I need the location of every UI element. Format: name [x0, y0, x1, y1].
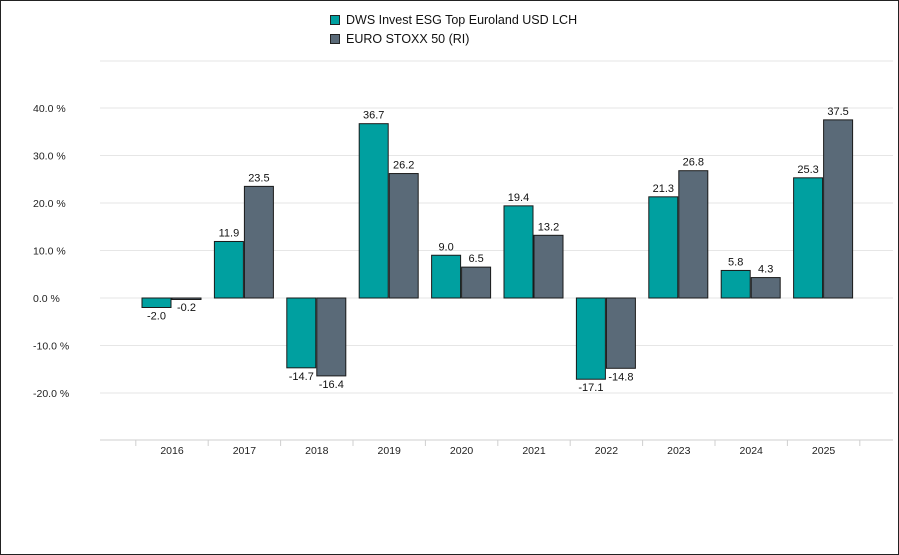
legend-item-fund[interactable]: DWS Invest ESG Top Euroland USD LCH — [330, 10, 577, 29]
legend-swatch-fund — [330, 14, 340, 25]
legend-label-fund: DWS Invest ESG Top Euroland USD LCH — [346, 12, 578, 27]
data-label: 21.3 — [653, 183, 674, 195]
legend: DWS Invest ESG Top Euroland USD LCH EURO… — [330, 10, 577, 48]
legend-item-benchmark[interactable]: EURO STOXX 50 (RI) — [330, 29, 577, 48]
y-tick-label: 20.0 % — [33, 198, 66, 210]
y-tick-label: -20.0 % — [33, 388, 69, 400]
bar-benchmark — [171, 297, 202, 300]
x-tick-label: 2016 — [160, 445, 184, 457]
data-label: 23.5 — [248, 172, 269, 184]
bar-fund — [503, 205, 534, 299]
bar-benchmark — [823, 119, 854, 299]
data-label: 11.9 — [219, 227, 240, 239]
bar-benchmark — [461, 266, 492, 299]
bar-fund — [648, 196, 679, 299]
data-label: -14.7 — [289, 371, 314, 383]
data-label: 26.8 — [683, 157, 704, 169]
bar-fund — [431, 254, 462, 299]
legend-label-benchmark: EURO STOXX 50 (RI) — [346, 31, 470, 46]
y-tick-label: 30.0 % — [33, 151, 66, 163]
bar-benchmark — [316, 297, 347, 377]
data-label: -0.2 — [177, 302, 196, 314]
bar-benchmark — [533, 234, 564, 299]
data-label: -17.1 — [578, 382, 603, 394]
bar-benchmark — [678, 170, 709, 299]
y-tick-label: -10.0 % — [33, 341, 69, 353]
x-tick-label: 2019 — [378, 445, 402, 457]
data-label: 5.8 — [728, 256, 743, 268]
data-label: -2.0 — [147, 311, 166, 323]
bar-fund — [720, 269, 751, 299]
bar-fund — [141, 297, 172, 308]
y-tick-label: 0.0 % — [33, 293, 60, 305]
data-label: 13.2 — [538, 221, 559, 233]
x-tick-label: 2020 — [450, 445, 474, 457]
x-tick-label: 2025 — [812, 445, 836, 457]
bar-benchmark — [388, 173, 419, 299]
data-label: 36.7 — [363, 110, 384, 122]
x-tick-label: 2017 — [233, 445, 257, 457]
data-label: -16.4 — [319, 379, 344, 391]
data-label: 37.5 — [827, 106, 848, 118]
data-label: 4.3 — [758, 264, 773, 276]
x-tick-label: 2023 — [667, 445, 691, 457]
data-label: 19.4 — [508, 192, 529, 204]
bar-fund — [793, 177, 824, 299]
y-tick-label: 10.0 % — [33, 246, 66, 258]
data-label: 6.5 — [468, 253, 483, 265]
y-tick-label: 40.0 % — [33, 103, 66, 115]
bar-benchmark — [750, 277, 781, 299]
bar-fund — [358, 123, 389, 299]
x-tick-label: 2022 — [595, 445, 619, 457]
bar-benchmark — [243, 185, 274, 299]
bar-fund — [575, 297, 606, 380]
data-label: 9.0 — [438, 241, 453, 253]
bar-fund — [286, 297, 317, 369]
data-label: 25.3 — [797, 164, 818, 176]
data-label: 26.2 — [393, 160, 414, 172]
bar-benchmark — [605, 297, 636, 369]
legend-swatch-benchmark — [330, 33, 340, 44]
data-label: -14.8 — [608, 371, 633, 383]
x-tick-label: 2021 — [522, 445, 546, 457]
x-tick-label: 2024 — [740, 445, 764, 457]
bar-fund — [213, 240, 244, 299]
x-tick-label: 2018 — [305, 445, 329, 457]
